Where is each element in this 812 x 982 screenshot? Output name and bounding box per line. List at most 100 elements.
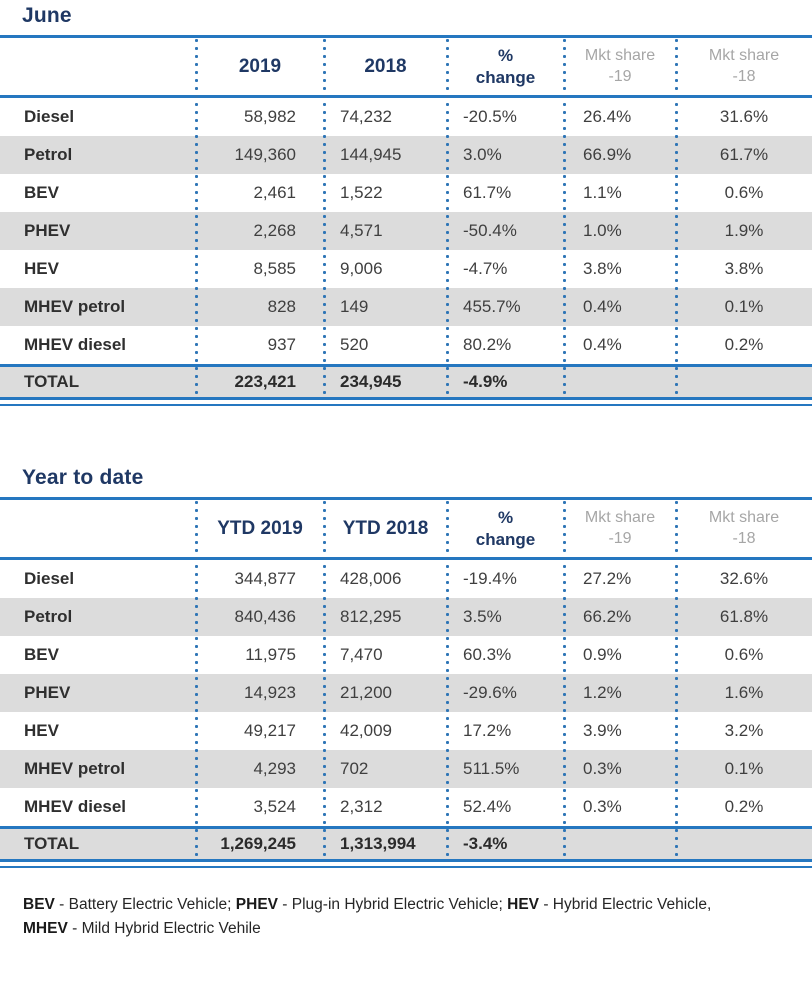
total-row: TOTAL 1,269,245 1,313,994 -3.4% [0, 826, 812, 862]
row-label-cell: Diesel [24, 107, 75, 126]
mkt-share-18-cell: 61.8% [719, 607, 769, 626]
year1-value-cell: 344,877 [234, 569, 296, 588]
table-row: PHEV 2,268 4,571 -50.4% 1.0% 1.9% [0, 212, 812, 250]
row-label-cell: HEV [24, 259, 59, 278]
total-pct-change-cell: -3.4% [463, 834, 508, 853]
mkt-share-19-cell: 1.1% [583, 183, 622, 202]
mkt-share-18-cell: 0.1% [724, 759, 764, 778]
row-label-cell: MHEV diesel [24, 797, 127, 816]
mkt-share-19-cell: 0.3% [583, 797, 622, 816]
mkt-share-18-cell: 0.6% [724, 183, 764, 202]
total-year1-cell: 223,421 [234, 372, 296, 391]
footnote-text: - Battery Electric Vehicle; [54, 896, 236, 913]
mkt-share-18-cell: 61.7% [719, 145, 769, 164]
footnote-text: - Mild Hybrid Electric Vehile [67, 920, 261, 938]
pct-change-cell: 60.3% [463, 645, 512, 664]
table-row: MHEV diesel 937 520 80.2% 0.4% 0.2% [0, 326, 812, 364]
registrations-report: June 2019 2018 % change Mkt share -19 Mk… [0, 4, 812, 941]
year2-value-cell: 702 [340, 759, 369, 778]
mkt-share-19-cell: 26.4% [583, 107, 632, 126]
row-label-cell: MHEV petrol [24, 297, 126, 316]
total-year2-cell: 1,313,994 [340, 834, 416, 853]
year2-value-cell: 520 [340, 335, 369, 354]
total-year2-cell: 234,945 [340, 372, 402, 391]
year2-value-cell: 21,200 [340, 683, 392, 702]
mkt-share-18-cell: 3.2% [724, 721, 764, 740]
header-pct-change-label: % change [475, 508, 536, 549]
year1-value-cell: 840,436 [234, 607, 296, 626]
year2-value-cell: 9,006 [340, 259, 383, 278]
header-pct-change-label: % change [475, 46, 536, 87]
table-row: HEV 49,217 42,009 17.2% 3.9% 3.2% [0, 712, 812, 750]
footnote-term: MHEV [23, 920, 68, 938]
header-year2-label: YTD 2018 [342, 517, 429, 539]
year2-value-cell: 4,571 [340, 221, 383, 240]
footnote-line-1: BEV - Battery Electric Vehicle; PHEV - P… [23, 893, 782, 917]
total-label-cell: TOTAL [24, 372, 80, 391]
year2-value-cell: 149 [340, 297, 369, 316]
pct-change-cell: 3.0% [463, 145, 502, 164]
pct-change-cell: -19.4% [463, 569, 517, 588]
pct-change-cell: 80.2% [463, 335, 512, 354]
mkt-share-19-cell: 1.2% [583, 683, 622, 702]
row-label-cell: BEV [24, 183, 59, 202]
year1-value-cell: 4,293 [253, 759, 296, 778]
table-row: Petrol 840,436 812,295 3.5% 66.2% 61.8% [0, 598, 812, 636]
mkt-share-19-cell: 0.4% [583, 297, 622, 316]
table-header-row: YTD 2019 YTD 2018 % change Mkt share -19… [0, 500, 812, 560]
ytd-table: YTD 2019 YTD 2018 % change Mkt share -19… [0, 497, 812, 862]
section-title-ytd: Year to date [22, 466, 144, 489]
table-row: PHEV 14,923 21,200 -29.6% 1.2% 1.6% [0, 674, 812, 712]
total-year1-cell: 1,269,245 [220, 834, 296, 853]
mkt-share-18-cell: 31.6% [719, 107, 769, 126]
pct-change-cell: 52.4% [463, 797, 512, 816]
header-year2-label: 2018 [364, 55, 407, 77]
table-row: Diesel 58,982 74,232 -20.5% 26.4% 31.6% [0, 98, 812, 136]
year1-value-cell: 2,268 [253, 221, 296, 240]
table-bottom-rule [0, 866, 812, 868]
table-header-row: 2019 2018 % change Mkt share -19 Mkt sha… [0, 38, 812, 98]
mkt-share-19-cell: 0.4% [583, 335, 622, 354]
table-bottom-rule [0, 404, 812, 406]
table-row: MHEV petrol 828 149 455.7% 0.4% 0.1% [0, 288, 812, 326]
year1-value-cell: 14,923 [244, 683, 296, 702]
year2-value-cell: 7,470 [340, 645, 383, 664]
header-mkt-share-19-label: Mkt share -19 [584, 508, 656, 547]
row-label-cell: PHEV [24, 221, 71, 240]
row-label-cell: Diesel [24, 569, 75, 588]
header-year1-label: YTD 2019 [217, 517, 303, 539]
table-row: BEV 11,975 7,470 60.3% 0.9% 0.6% [0, 636, 812, 674]
mkt-share-19-cell: 66.9% [583, 145, 632, 164]
year1-value-cell: 937 [267, 335, 296, 354]
pct-change-cell: 511.5% [463, 759, 520, 778]
footnote-line-2: MHEV - Mild Hybrid Electric Vehile [23, 917, 782, 941]
pct-change-cell: -29.6% [463, 683, 517, 702]
year1-value-cell: 11,975 [245, 645, 296, 664]
year1-value-cell: 2,461 [253, 183, 296, 202]
header-mkt-share-18: Mkt share -18 [676, 508, 812, 550]
footnote-term: PHEV [235, 896, 278, 913]
year2-value-cell: 1,522 [340, 183, 383, 202]
year2-value-cell: 2,312 [340, 797, 383, 816]
mkt-share-18-cell: 1.6% [724, 683, 764, 702]
june-section: June 2019 2018 % change Mkt share -19 Mk… [0, 4, 812, 406]
header-mkt-share-19-label: Mkt share -19 [584, 46, 656, 85]
mkt-share-18-cell: 1.9% [724, 221, 764, 240]
total-label-cell: TOTAL [24, 834, 80, 853]
year1-value-cell: 8,585 [253, 259, 296, 278]
header-mkt-share-18-label: Mkt share -18 [708, 508, 780, 547]
header-pct-change: % change [447, 507, 564, 550]
year1-value-cell: 3,524 [253, 797, 296, 816]
header-year2: YTD 2018 [324, 518, 447, 540]
mkt-share-19-cell: 3.8% [583, 259, 622, 278]
mkt-share-19-cell: 0.3% [583, 759, 622, 778]
total-row: TOTAL 223,421 234,945 -4.9% [0, 364, 812, 400]
row-label-cell: MHEV petrol [24, 759, 126, 778]
header-pct-change: % change [447, 45, 564, 88]
table-row: MHEV petrol 4,293 702 511.5% 0.3% 0.1% [0, 750, 812, 788]
pct-change-cell: 3.5% [463, 607, 502, 626]
row-label-cell: Petrol [24, 607, 73, 626]
ytd-section: Year to date YTD 2019 YTD 2018 % change … [0, 466, 812, 868]
footnote-text: - Plug-in Hybrid Electric Vehicle; [278, 896, 508, 913]
pct-change-cell: 17.2% [463, 721, 512, 740]
